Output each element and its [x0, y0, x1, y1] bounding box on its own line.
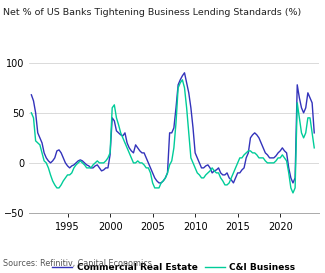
C&I Business: [99, 161, 103, 165]
Text: Net % of US Banks Tightening Business Lending Standards (%): Net % of US Banks Tightening Business Le…: [3, 8, 302, 17]
Commercial Real Estate: [99, 169, 103, 173]
Commercial Real Estate: [157, 181, 161, 185]
C&I Business: [312, 146, 316, 150]
C&I Business: [44, 161, 48, 165]
Commercial Real Estate: [44, 156, 48, 159]
Commercial Real Estate: [183, 71, 187, 75]
C&I Business: [180, 78, 184, 81]
Commercial Real Estate: [30, 93, 33, 96]
Line: C&I Business: C&I Business: [32, 80, 314, 193]
C&I Business: [138, 161, 142, 165]
Commercial Real Estate: [300, 106, 304, 109]
Line: Commercial Real Estate: Commercial Real Estate: [32, 73, 314, 183]
C&I Business: [30, 111, 33, 114]
Text: Sources: Refinitiv, Capital Economics: Sources: Refinitiv, Capital Economics: [3, 259, 152, 268]
Commercial Real Estate: [91, 166, 95, 170]
C&I Business: [297, 116, 301, 120]
Commercial Real Estate: [312, 131, 316, 135]
Commercial Real Estate: [138, 149, 142, 153]
C&I Business: [300, 131, 304, 135]
Legend: Commercial Real Estate, C&I Business: Commercial Real Estate, C&I Business: [49, 260, 299, 273]
Commercial Real Estate: [297, 96, 301, 99]
C&I Business: [91, 163, 95, 167]
C&I Business: [291, 191, 295, 195]
